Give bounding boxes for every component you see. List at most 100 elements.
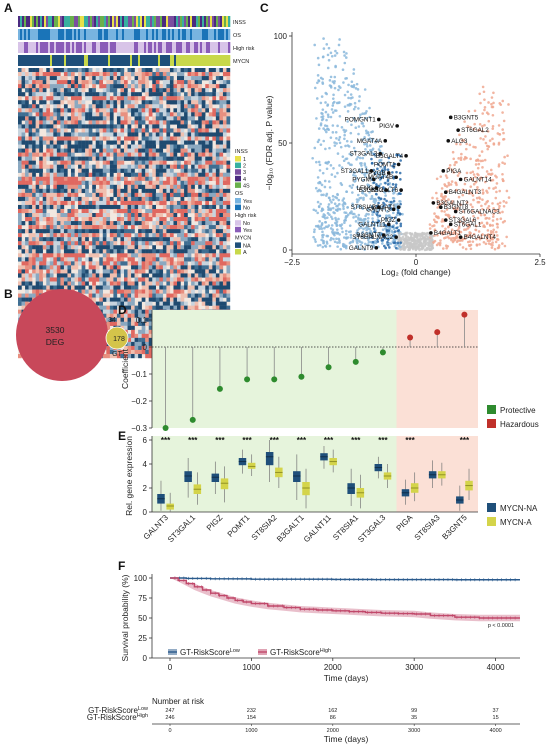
heatmap-cell: [198, 120, 202, 125]
heatmap-cell: [85, 233, 89, 238]
heatmap-cell: [99, 108, 103, 113]
heatmap-cell: [180, 196, 185, 202]
heatmap-cell: [88, 120, 93, 125]
heatmap-cell: [187, 92, 192, 97]
heatmap-cell: [35, 241, 40, 246]
heatmap-cell: [169, 128, 174, 133]
heatmap-cell: [39, 72, 43, 77]
heatmap-cell: [155, 293, 160, 298]
heatmap-cell: [184, 200, 188, 206]
heatmap-cell: [212, 221, 217, 226]
heatmap-cell: [159, 168, 164, 173]
heatmap-cell: [74, 233, 79, 238]
heatmap-cell: [134, 337, 139, 343]
heatmap-cell: [208, 112, 213, 117]
heatmap-cell: [169, 253, 174, 258]
heatmap-cell: [67, 269, 72, 274]
heatmap-cell: [219, 245, 224, 250]
heatmap-cell: [46, 112, 50, 117]
heatmap-cell: [92, 100, 96, 105]
heatmap-track-cell: [158, 29, 161, 40]
heatmap-cell: [120, 72, 125, 77]
heatmap-cell: [205, 253, 209, 258]
heatmap-cell: [226, 208, 231, 214]
heatmap-cell: [18, 293, 22, 298]
heatmap-cell: [81, 273, 86, 278]
volcano-point: [506, 154, 509, 158]
heatmap-cell: [81, 281, 86, 286]
heatmap-cell: [177, 265, 181, 270]
heatmap-cell: [81, 221, 86, 226]
heatmap-cell: [63, 160, 68, 165]
heatmap-track-cell: [116, 16, 119, 27]
heatmap-cell: [159, 160, 164, 165]
heatmap-cell: [177, 164, 181, 169]
heatmap-cell: [81, 176, 86, 181]
heatmap-cell: [212, 281, 217, 286]
heatmap-cell: [74, 184, 79, 190]
volcano-point: [474, 175, 477, 179]
heatmap-track-cell: [108, 29, 111, 40]
heatmap-cell: [116, 120, 121, 125]
heatmap-track-cell: [64, 16, 67, 27]
heatmap-cell: [25, 213, 29, 218]
heatmap-track-cell: [74, 16, 77, 27]
heatmap-cell: [18, 88, 22, 93]
legend-high-risk-title: High risk: [235, 213, 257, 219]
heatmap-track-cell: [218, 29, 221, 40]
heatmap-track-cell: [102, 29, 105, 40]
legend-os-title: OS: [235, 191, 243, 197]
heatmap-cell: [124, 144, 128, 149]
heatmap-cell: [226, 84, 231, 89]
heatmap-cell: [201, 208, 206, 214]
heatmap-cell: [88, 269, 93, 274]
heatmap-cell: [88, 92, 93, 97]
heatmap-cell: [166, 301, 171, 306]
heatmap-cell: [145, 229, 149, 234]
heatmap-cell: [113, 225, 118, 230]
volcano-point: [331, 97, 335, 100]
heatmap-cell: [25, 176, 29, 181]
heatmap-track-cell: [186, 55, 189, 66]
heatmap-cell: [226, 229, 231, 234]
heatmap-cell: [148, 341, 153, 347]
heatmap-cell: [78, 112, 82, 117]
volcano-point: [368, 115, 371, 119]
heatmap-cell: [18, 188, 22, 194]
volcano-point: [463, 177, 467, 180]
heatmap-cell: [177, 277, 181, 282]
heatmap-cell: [46, 285, 50, 290]
heatmap-cell: [46, 261, 50, 266]
heatmap-cell: [99, 297, 103, 302]
heatmap-track-cell: [136, 42, 139, 53]
heatmap-cell: [222, 253, 227, 258]
heatmap-cell: [81, 68, 86, 73]
heatmap-cell: [49, 180, 54, 186]
heatmap-cell: [145, 321, 149, 326]
heatmap-cell: [131, 261, 135, 266]
heatmap-track-cell: [154, 16, 157, 27]
heatmap-cell: [113, 140, 118, 145]
heatmap-cell: [42, 160, 47, 165]
heatmap-cell: [35, 285, 40, 290]
heatmap-cell: [169, 116, 174, 121]
heatmap-cell: [88, 208, 93, 214]
heatmap-cell: [155, 108, 160, 113]
heatmap-cell: [81, 200, 86, 206]
heatmap-cell: [127, 104, 132, 109]
volcano-point: [350, 186, 354, 189]
heatmap-cell: [131, 156, 135, 161]
heatmap-cell: [39, 168, 43, 173]
heatmap-cell: [159, 128, 164, 133]
heatmap-cell: [35, 233, 40, 238]
heatmap-cell: [131, 152, 135, 157]
heatmap-cell: [141, 253, 146, 258]
heatmap-cell: [131, 72, 135, 77]
heatmap-cell: [145, 160, 149, 165]
heatmap-cell: [116, 353, 121, 359]
heatmap-cell: [191, 249, 195, 254]
heatmap-cell: [63, 164, 68, 169]
heatmap-cell: [39, 281, 43, 286]
heatmap-cell: [78, 164, 82, 169]
heatmap-cell: [92, 269, 96, 274]
